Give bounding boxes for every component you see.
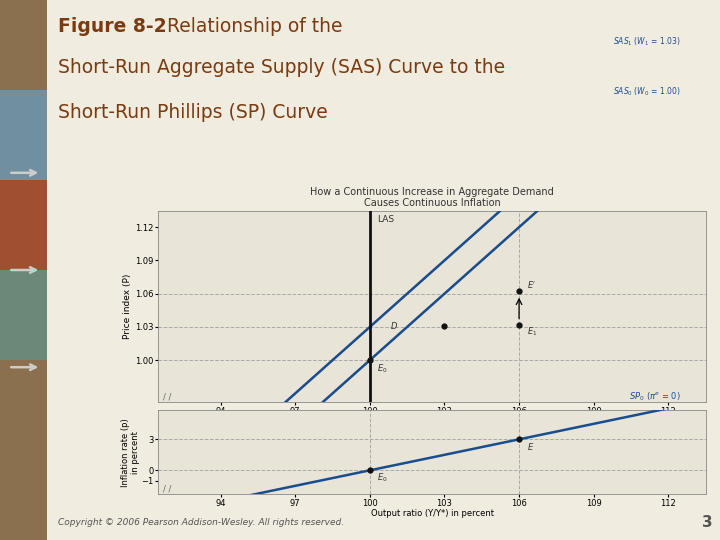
Text: 3: 3 [702,515,713,530]
Text: Copyright © 2006 Pearson Addison-Wesley. All rights reserved.: Copyright © 2006 Pearson Addison-Wesley.… [58,518,343,527]
Text: $E_1$: $E_1$ [526,326,537,339]
Y-axis label: Inflation rate (p)
in percent: Inflation rate (p) in percent [120,418,140,487]
Text: $E_0$: $E_0$ [377,472,388,484]
Text: $SP_0$ ($\pi^e$ = 0): $SP_0$ ($\pi^e$ = 0) [629,390,680,403]
Bar [0,270,47,360]
Text: / /: / / [163,392,172,401]
Y-axis label: Price index (P): Price index (P) [123,274,132,339]
Text: Figure 8-2: Figure 8-2 [58,17,166,36]
Text: $E_0$: $E_0$ [377,362,388,375]
Text: Short-Run Aggregate Supply (SAS) Curve to the: Short-Run Aggregate Supply (SAS) Curve t… [58,58,505,77]
Bar [0,180,47,270]
Text: $D$: $D$ [390,320,397,332]
X-axis label: Output ratio (Y/Y*) in percent: Output ratio (Y/Y*) in percent [371,509,493,518]
Text: $E'$: $E'$ [526,279,536,291]
Bar [0,450,47,540]
Text: Short-Run Phillips (SP) Curve: Short-Run Phillips (SP) Curve [58,104,328,123]
Bar [0,0,47,90]
Title: How a Continuous Increase in Aggregate Demand
Causes Continuous Inflation: How a Continuous Increase in Aggregate D… [310,187,554,208]
Text: $E$: $E$ [526,441,534,451]
Bar [0,90,47,180]
Bar [0,360,47,450]
Text: / /: / / [163,484,172,493]
Text: $SAS_1$ ($W_1$ = 1.03): $SAS_1$ ($W_1$ = 1.03) [613,35,680,48]
Text: $SAS_0$ ($W_0$ = 1.00): $SAS_0$ ($W_0$ = 1.00) [613,85,680,98]
Text: Relationship of the: Relationship of the [155,17,342,36]
Text: LAS: LAS [377,215,395,224]
X-axis label: Output ratio (Y/Y*) in percent: Output ratio (Y/Y*) in percent [371,417,493,427]
